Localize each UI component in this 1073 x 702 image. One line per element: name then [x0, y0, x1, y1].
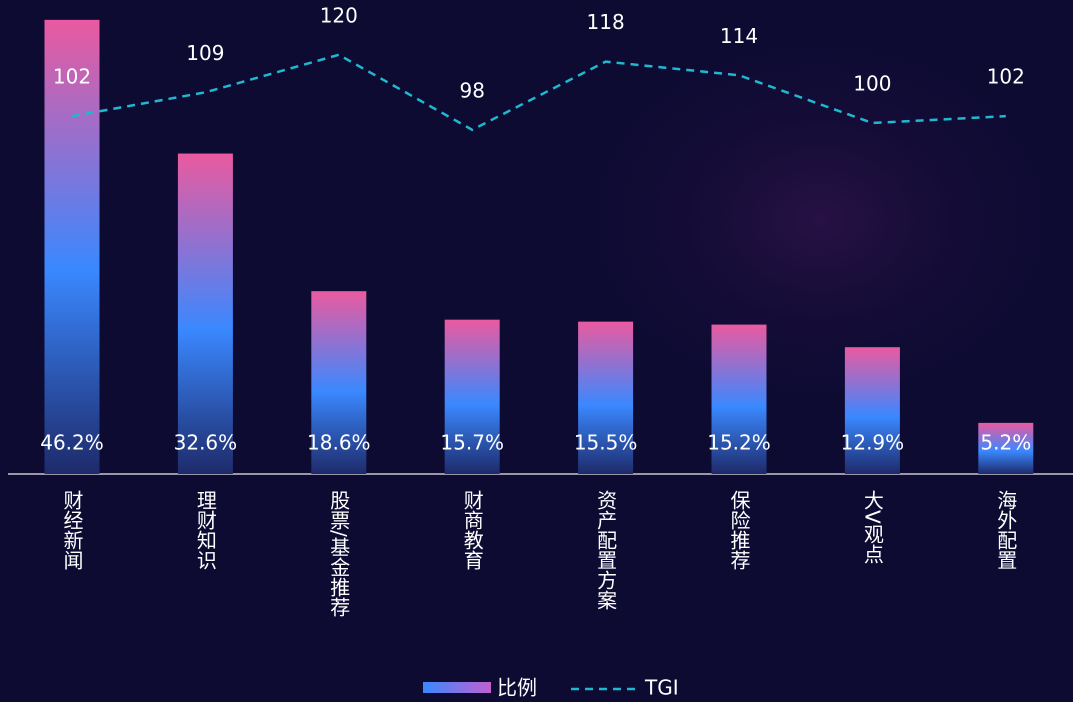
data-label: 5.2%	[980, 431, 1031, 455]
bar	[44, 19, 100, 474]
data-label: 102	[987, 65, 1025, 89]
data-label: 46.2%	[40, 431, 104, 455]
x-tick-label: 理财知识	[193, 490, 217, 570]
data-label: 18.6%	[307, 431, 371, 455]
bar	[444, 319, 500, 474]
bar	[844, 347, 900, 474]
data-label: 12.9%	[841, 431, 905, 455]
x-tick-label: 财经新闻	[60, 490, 84, 570]
data-label: 118	[587, 10, 625, 34]
legend-label: TGI	[644, 676, 679, 700]
bar	[177, 153, 233, 475]
bar	[711, 324, 767, 474]
bar	[311, 291, 367, 474]
data-label: 32.6%	[174, 431, 238, 455]
tgi-line	[71, 53, 1006, 132]
bar	[578, 321, 634, 474]
x-tick-label: 保险推荐	[727, 490, 751, 570]
data-label: 15.7%	[440, 431, 504, 455]
legend-label: 比例	[497, 676, 537, 700]
bar	[978, 422, 1034, 474]
x-tick-label: 大V观点	[860, 490, 884, 564]
legend: 比例 TGI	[423, 676, 679, 700]
data-label: 15.2%	[707, 431, 771, 455]
x-tick-label: 财商教育	[460, 490, 484, 571]
data-label: 102	[53, 65, 91, 89]
data-label: 98	[459, 78, 484, 102]
x-tick-label: 资产配置方案	[594, 490, 618, 610]
data-label: 120	[320, 3, 358, 27]
data-label: 109	[186, 41, 224, 65]
x-tick-label: 海外配置	[994, 490, 1018, 570]
data-label: 15.5%	[574, 431, 638, 455]
data-label: 100	[853, 72, 891, 96]
x-tick-label: 股票/基金推荐	[327, 490, 351, 617]
legend-swatch-bar	[423, 682, 491, 693]
data-label: 114	[720, 24, 758, 48]
